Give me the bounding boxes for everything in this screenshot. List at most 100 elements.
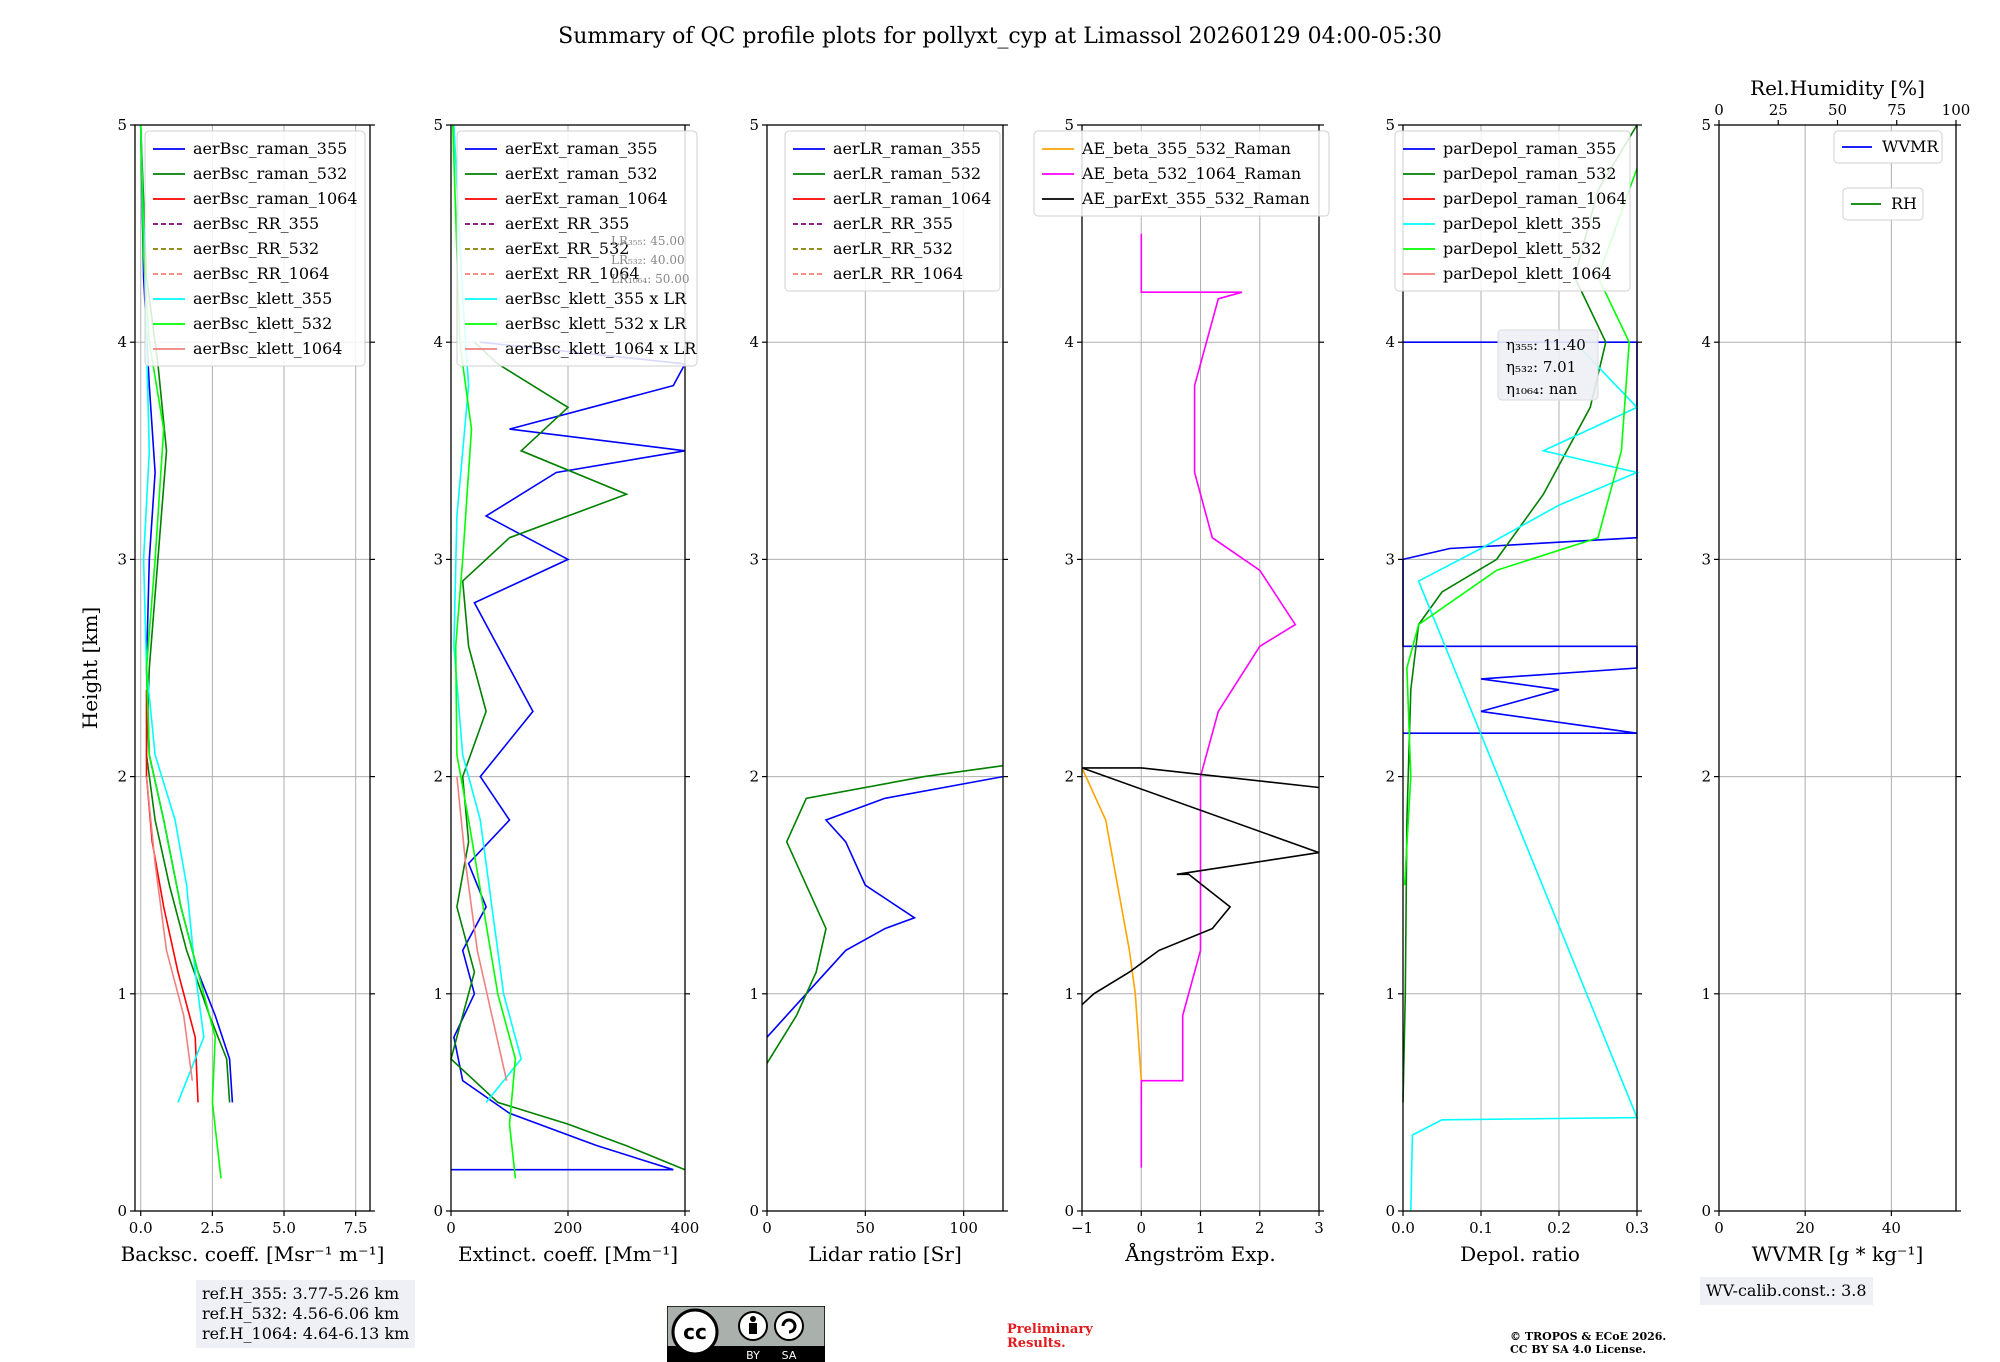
x-tick-label: 5.0 bbox=[272, 1219, 296, 1237]
legend-label: aerBsc_RR_355 bbox=[193, 214, 319, 233]
wv-calibration-box: WV-calib.const.: 3.8 bbox=[1700, 1277, 1873, 1305]
ref-height-355: ref.H_355: 3.77-5.26 km bbox=[202, 1284, 400, 1303]
y-tick-label: 5 bbox=[433, 116, 443, 134]
x-axis-label: Depol. ratio bbox=[1460, 1242, 1580, 1266]
series-line-8 bbox=[456, 776, 508, 1081]
legend-label: aerLR_raman_355 bbox=[833, 139, 981, 158]
y-tick-label: 5 bbox=[749, 116, 759, 134]
y-tick-label: 4 bbox=[1385, 333, 1395, 351]
series-line-2 bbox=[1081, 767, 1320, 1006]
legend-label: aerBsc_klett_532 x LR bbox=[505, 314, 687, 333]
legend-label: parDepol_raman_355 bbox=[1443, 139, 1616, 158]
legend-box bbox=[1033, 130, 1330, 217]
y-tick-label: 5 bbox=[1701, 116, 1711, 134]
x-tick-label: 0.3 bbox=[1625, 1219, 1649, 1237]
eta-label: η₁₀₆₄: nan bbox=[1506, 380, 1577, 398]
panel-depol: 0.0 0.1 0.2 0.3 0 1 2 3 4 5 Depol. ratio parDepol_r… bbox=[1385, 116, 1648, 1266]
legend-label: aerExt_raman_355 bbox=[505, 139, 658, 158]
wv-calibration-text: WV-calib.const.: 3.8 bbox=[1706, 1281, 1867, 1300]
sa-share-arrow-icon bbox=[781, 1318, 797, 1334]
cc-by-sa-badge: cc BY SA bbox=[667, 1306, 825, 1362]
legend-label: aerLR_RR_1064 bbox=[833, 264, 963, 283]
legend-label: parDepol_raman_1064 bbox=[1443, 189, 1627, 208]
y-tick-label: 3 bbox=[433, 550, 443, 568]
ref-height-1064: ref.H_1064: 4.64-6.13 km bbox=[202, 1324, 410, 1343]
legend-label: aerBsc_raman_532 bbox=[193, 164, 347, 183]
y-tick-label: 0 bbox=[117, 1202, 127, 1220]
y-tick-label: 0 bbox=[433, 1202, 443, 1220]
x-tick-label: 1 bbox=[1196, 1219, 1206, 1237]
copyright-line-2: CC BY SA 4.0 License. bbox=[1510, 1343, 1647, 1356]
y-tick-label: 0 bbox=[1385, 1202, 1395, 1220]
legend-label: aerExt_RR_1064 bbox=[505, 264, 640, 283]
y-tick-label: 1 bbox=[1064, 985, 1074, 1003]
legend-label: aerLR_raman_1064 bbox=[833, 189, 991, 208]
axes-frame bbox=[134, 124, 371, 1212]
legend-label: parDepol_raman_532 bbox=[1443, 164, 1616, 183]
x-axis-label: WVMR [g * kg⁻¹] bbox=[1752, 1242, 1924, 1266]
series-line-8 bbox=[145, 776, 194, 1081]
series-line-4 bbox=[1403, 168, 1638, 886]
y-tick-label: 5 bbox=[1385, 116, 1395, 134]
series-line-1 bbox=[766, 764, 1004, 1064]
y-tick-label: 5 bbox=[117, 116, 127, 134]
legend-label: aerLR_RR_532 bbox=[833, 239, 953, 258]
ref-height-532: ref.H_532: 4.56-6.06 km bbox=[202, 1304, 400, 1323]
top-x-tick-label: 0 bbox=[1714, 101, 1724, 119]
y-tick-label: 4 bbox=[1701, 333, 1711, 351]
x-tick-label: 2.5 bbox=[200, 1219, 224, 1237]
y-tick-label: 1 bbox=[1385, 985, 1395, 1003]
x-tick-label: −1 bbox=[1071, 1219, 1093, 1237]
top-x-tick-label: 75 bbox=[1887, 101, 1906, 119]
y-tick-label: 2 bbox=[1701, 768, 1711, 786]
eta-box bbox=[1497, 329, 1599, 401]
x-tick-label: 20 bbox=[1796, 1219, 1815, 1237]
lidar-ratio-label: LR₃₅₅: 45.00 bbox=[611, 234, 685, 248]
by-person-body-icon bbox=[749, 1323, 757, 1334]
series-line-1 bbox=[1140, 233, 1297, 1168]
by-label: BY bbox=[746, 1349, 760, 1362]
y-tick-label: 2 bbox=[117, 768, 127, 786]
legend-label: WVMR bbox=[1882, 137, 1939, 156]
x-tick-label: 400 bbox=[671, 1219, 700, 1237]
y-tick-label: 1 bbox=[749, 985, 759, 1003]
panels: 0.0 2.5 5.0 7.5 0 1 2 3 4 5 Backsc. coeff. [Msr⁻¹ … bbox=[78, 76, 1970, 1266]
x-tick-label: 0.0 bbox=[1391, 1219, 1415, 1237]
figure-title: Summary of QC profile plots for pollyxt_… bbox=[558, 24, 1442, 49]
y-tick-label: 3 bbox=[1385, 550, 1395, 568]
eta-label: η₃₅₅: 11.40 bbox=[1506, 336, 1586, 354]
panel-lidar_ratio: 0 50 100 0 1 2 3 4 5 Lidar ratio [Sr] aerLR_raman_… bbox=[749, 116, 1008, 1266]
y-tick-label: 3 bbox=[749, 550, 759, 568]
copyright-note: © TROPOS & ECoE 2026. CC BY SA 4.0 Licen… bbox=[1510, 1330, 1666, 1356]
y-tick-label: 2 bbox=[1064, 768, 1074, 786]
x-tick-label: 50 bbox=[856, 1219, 875, 1237]
y-tick-label: 1 bbox=[433, 985, 443, 1003]
top-x-tick-label: 25 bbox=[1769, 101, 1788, 119]
y-tick-label: 2 bbox=[433, 768, 443, 786]
panel-extinction: 0 200 400 0 1 2 3 4 5 Extinct. coeff. [Mm⁻¹] aerEx… bbox=[433, 116, 699, 1266]
x-tick-label: 0 bbox=[446, 1219, 456, 1237]
legend-label: aerBsc_klett_355 x LR bbox=[505, 289, 687, 308]
y-tick-label: 0 bbox=[1701, 1202, 1711, 1220]
sa-label: SA bbox=[782, 1349, 797, 1362]
x-tick-label: 7.5 bbox=[344, 1219, 368, 1237]
y-tick-label: 3 bbox=[117, 550, 127, 568]
preliminary-line-1: Preliminary bbox=[1007, 1322, 1093, 1337]
x-tick-label: 0.0 bbox=[129, 1219, 153, 1237]
legend-label: aerExt_RR_355 bbox=[505, 214, 629, 233]
x-axis-label: Backsc. coeff. [Msr⁻¹ m⁻¹] bbox=[121, 1242, 385, 1266]
legend-label: parDepol_klett_355 bbox=[1443, 214, 1601, 233]
y-tick-label: 2 bbox=[1385, 768, 1395, 786]
x-tick-label: 3 bbox=[1314, 1219, 1324, 1237]
legend-label: RH bbox=[1891, 194, 1917, 213]
copyright-line-1: © TROPOS & ECoE 2026. bbox=[1510, 1330, 1667, 1343]
legend-label: aerBsc_raman_355 bbox=[193, 139, 347, 158]
preliminary-results-note: Preliminary Results. bbox=[1007, 1323, 1093, 1351]
x-tick-label: 0 bbox=[762, 1219, 772, 1237]
series-line-0 bbox=[1081, 767, 1143, 1103]
by-person-head-icon bbox=[750, 1316, 756, 1322]
legend-box bbox=[144, 130, 366, 367]
series-line-0 bbox=[451, 341, 687, 1171]
